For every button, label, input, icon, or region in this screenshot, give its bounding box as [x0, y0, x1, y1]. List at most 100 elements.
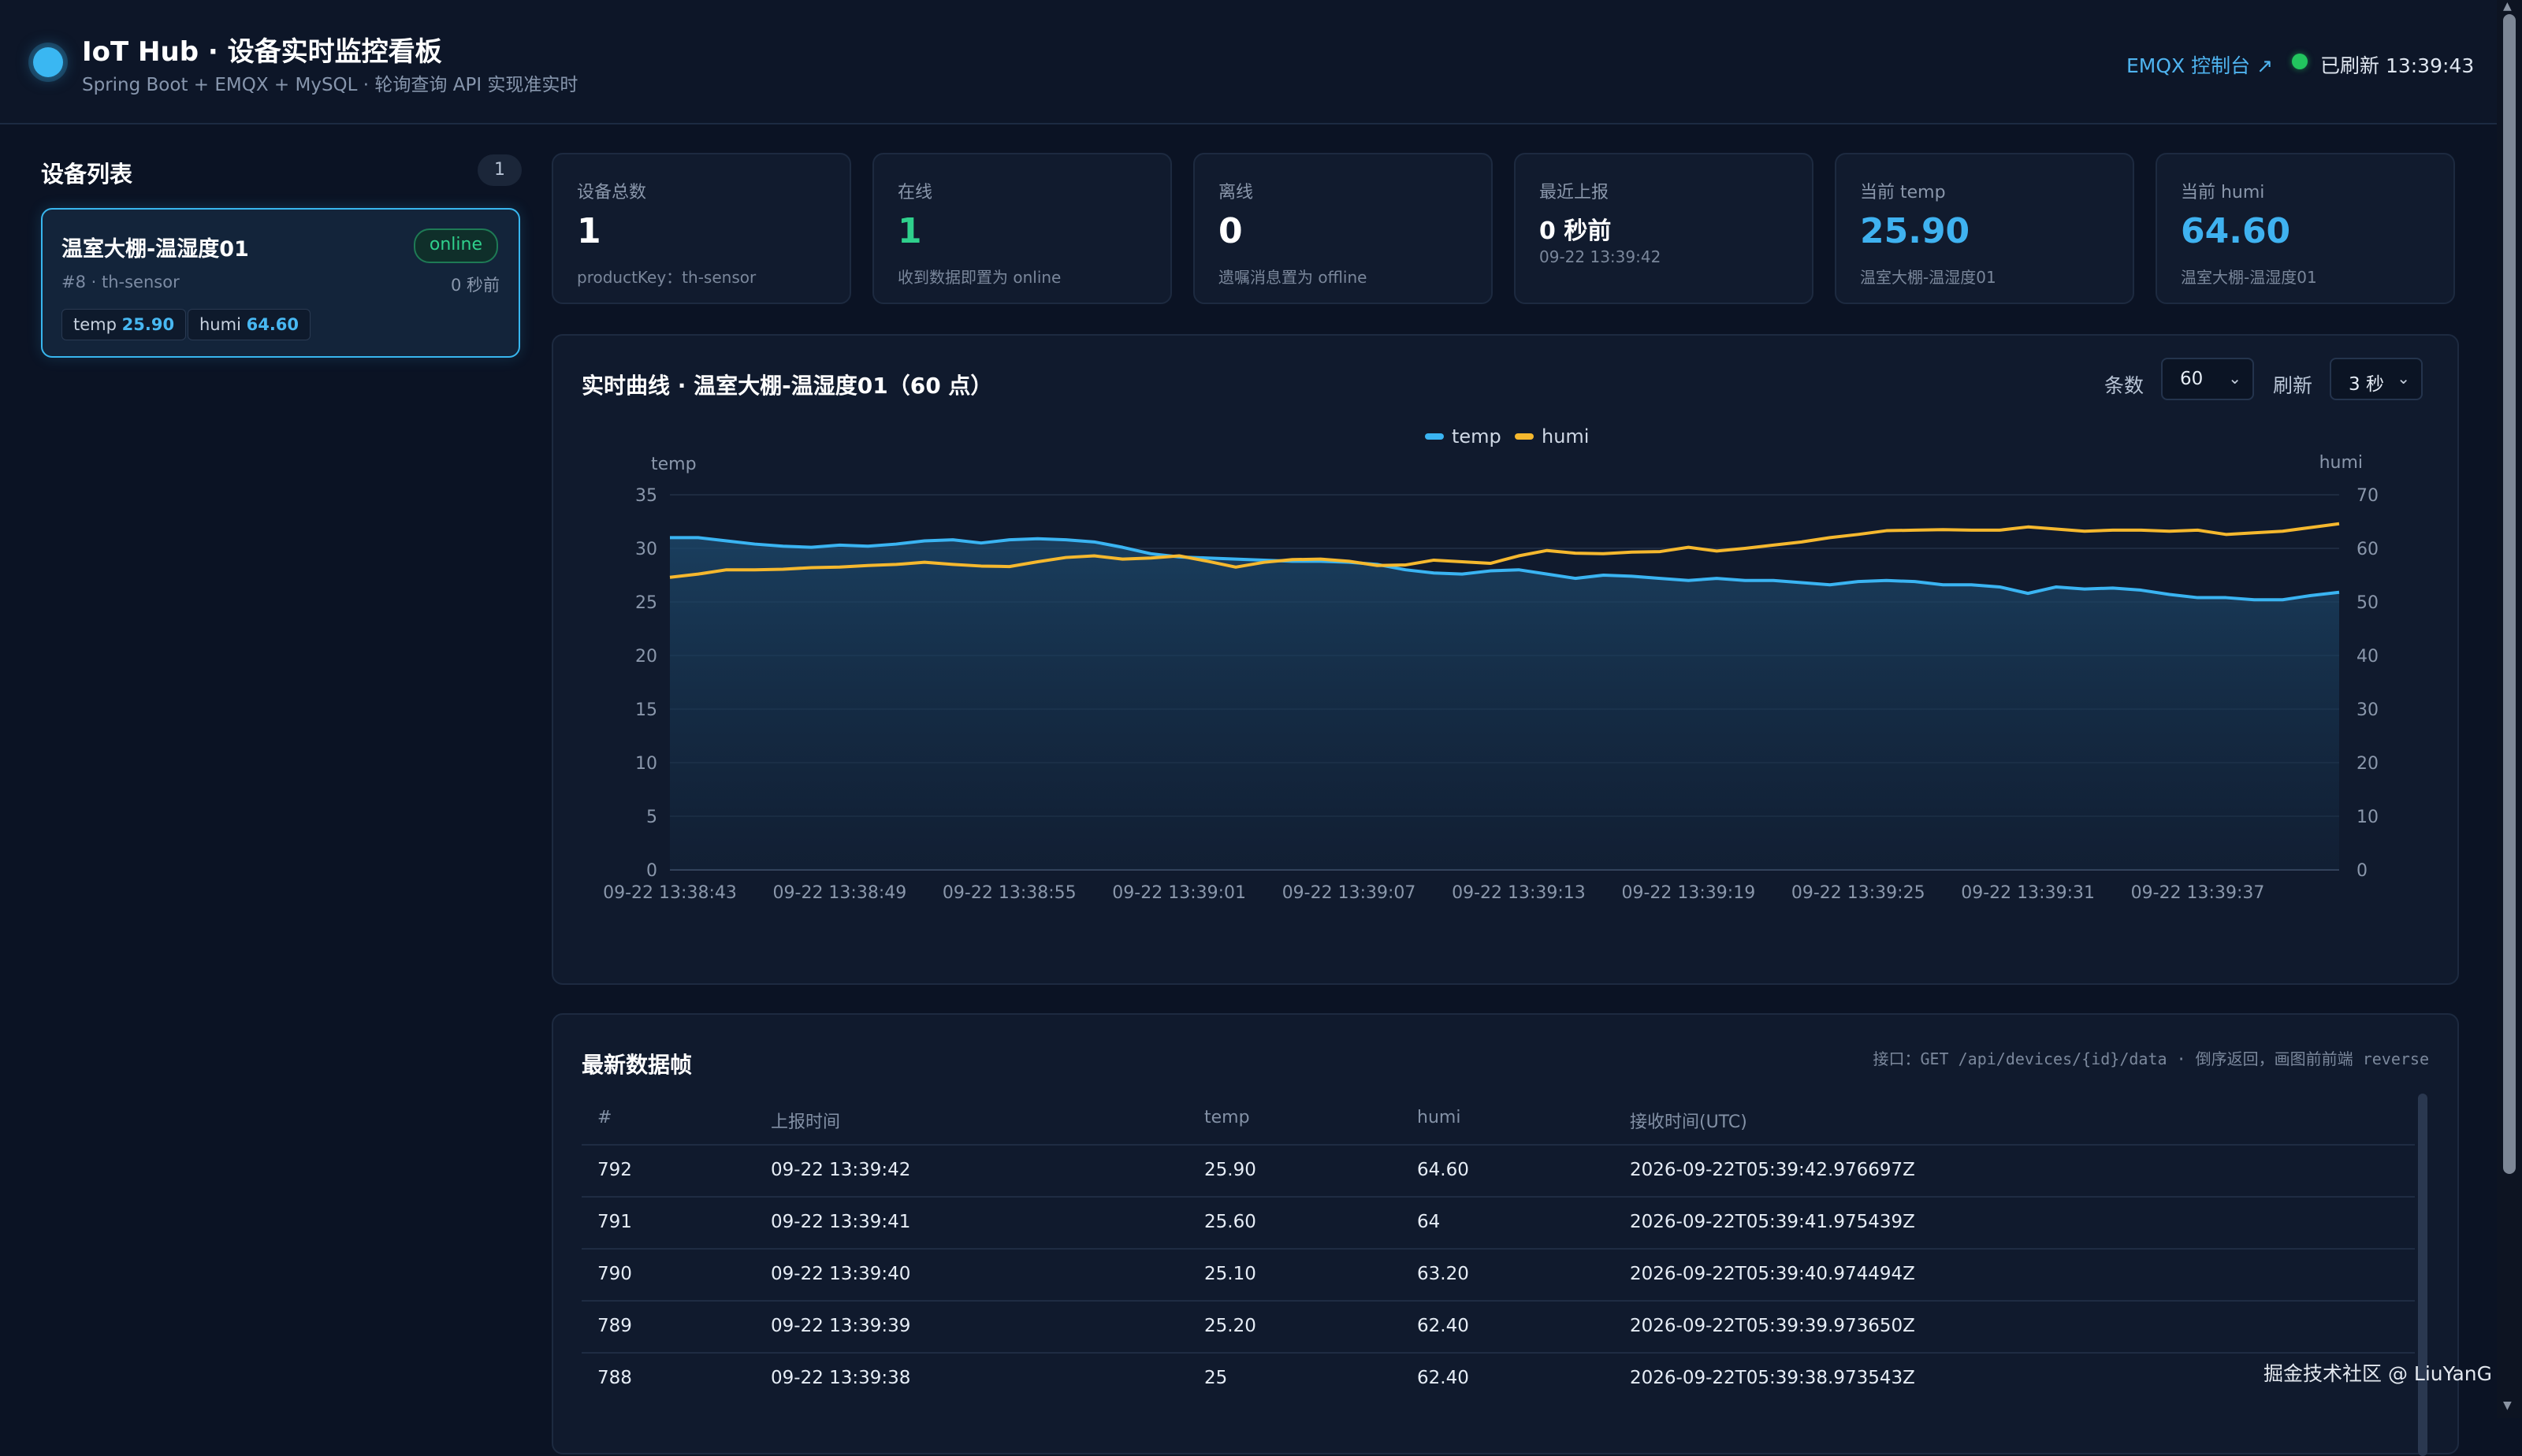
stat-sub: 09-22 13:39:42: [1539, 247, 1661, 266]
x-tick-label: 09-22 13:39:13: [1452, 883, 1586, 903]
refresh-status-text: 已刷新 13:39:43: [2320, 54, 2475, 77]
device-meta: #8 · th-sensor: [61, 273, 180, 292]
stat-label: 当前 temp: [1860, 183, 1946, 202]
app-subtitle: Spring Boot + EMQX + MySQL · 轮询查询 API 实现…: [82, 75, 578, 95]
y-left-tick-label: 25: [635, 593, 657, 613]
y-right-tick-label: 10: [2356, 808, 2379, 827]
legend-humi-label: humi: [1542, 425, 1589, 448]
x-tick-label: 09-22 13:38:49: [773, 883, 907, 903]
cell-recv: 2026-09-22T05:39:38.973543Z: [1630, 1368, 1915, 1388]
stat-value: 0 秒前: [1539, 217, 1612, 245]
count-select[interactable]: 60 ⌄: [2161, 358, 2254, 400]
stat-label: 最近上报: [1539, 183, 1609, 202]
device-last-seen: 0 秒前: [450, 276, 500, 295]
status-logo-icon: [33, 47, 63, 77]
col-header-report-time: 上报时间: [771, 1112, 841, 1132]
cell-temp: 25.60: [1204, 1212, 1256, 1232]
device-name: 温室大棚-温湿度01: [61, 237, 249, 262]
y-right-tick-label: 70: [2356, 486, 2379, 506]
stat-value: 64.60: [2181, 211, 2291, 251]
x-tick-label: 09-22 13:39:01: [1112, 883, 1246, 903]
chart-title: 实时曲线 · 温室大棚-温湿度01（60 点）: [582, 373, 993, 399]
cell-humi: 64.60: [1417, 1160, 1469, 1180]
table-row: 792 09-22 13:39:42 25.90 64.60 2026-09-2…: [582, 1144, 2415, 1198]
cell-time: 09-22 13:39:40: [771, 1264, 911, 1284]
cell-humi: 63.20: [1417, 1264, 1469, 1284]
refresh-label: 刷新: [2273, 374, 2313, 397]
stat-label: 离线: [1218, 183, 1254, 202]
stat-sub: 收到数据即置为 online: [898, 268, 1062, 287]
y-left-tick-label: 20: [635, 647, 657, 667]
cell-humi: 62.40: [1417, 1316, 1469, 1336]
stat-online: 在线 1 收到数据即置为 online: [872, 153, 1172, 304]
y-left-tick-label: 35: [635, 486, 657, 506]
stat-sub: 温室大棚-温湿度01: [1860, 268, 1996, 287]
cell-time: 09-22 13:39:42: [771, 1160, 911, 1180]
emqx-console-link[interactable]: EMQX 控制台 ↗: [2126, 54, 2274, 77]
y-right-tick-label: 50: [2356, 593, 2379, 613]
api-hint: 接口：GET /api/devices/{id}/data · 倒序返回，画图前…: [1873, 1049, 2429, 1068]
page-scrollbar-thumb[interactable]: [2503, 14, 2516, 1174]
x-tick-label: 09-22 13:39:19: [1621, 883, 1755, 903]
scroll-down-arrow-icon[interactable]: ▼: [2503, 1399, 2512, 1412]
device-temp-chip: temp 25.90: [61, 309, 187, 340]
chip-temp-label: temp: [73, 315, 117, 334]
x-tick-label: 09-22 13:38:43: [603, 883, 737, 903]
table-scrollbar[interactable]: [2418, 1094, 2427, 1456]
stat-current-humi: 当前 humi 64.60 温室大棚-温湿度01: [2156, 153, 2455, 304]
y-right-tick-label: 30: [2356, 700, 2379, 720]
cell-id: 788: [597, 1368, 632, 1388]
page-scrollbar[interactable]: ▲ ▼: [2497, 0, 2522, 1418]
temp-series-line: [670, 536, 2340, 602]
refresh-status-dot-icon: [2292, 54, 2308, 69]
col-header-recv-time: 接收时间(UTC): [1630, 1112, 1747, 1132]
stat-total-devices: 设备总数 1 productKey：th-sensor: [552, 153, 851, 304]
top-header: IoT Hub · 设备实时监控看板 Spring Boot + EMQX + …: [0, 0, 2522, 124]
y-left-tick-label: 15: [635, 700, 657, 720]
stat-last-report: 最近上报 0 秒前 09-22 13:39:42: [1514, 153, 1813, 304]
cell-id: 790: [597, 1264, 632, 1284]
refresh-interval-select[interactable]: 3 秒 ⌄: [2330, 358, 2423, 400]
cell-temp: 25.90: [1204, 1160, 1256, 1180]
device-status-badge: online: [413, 228, 498, 263]
y-right-tick-label: 0: [2356, 861, 2368, 881]
stat-value: 0: [1218, 211, 1243, 251]
x-tick-label: 09-22 13:39:37: [2131, 883, 2265, 903]
cell-temp: 25.20: [1204, 1316, 1256, 1336]
stat-label: 在线: [898, 183, 933, 202]
cell-recv: 2026-09-22T05:39:39.973650Z: [1630, 1316, 1915, 1336]
temp-area-fill: [670, 537, 2339, 870]
col-header-temp: temp: [1204, 1108, 1250, 1127]
stat-label: 当前 humi: [2181, 183, 2265, 202]
count-select-value: 60: [2180, 369, 2204, 389]
stat-offline: 离线 0 遗嘱消息置为 offline: [1193, 153, 1493, 304]
y-left-tick-label: 0: [646, 861, 657, 881]
cell-time: 09-22 13:39:39: [771, 1316, 911, 1336]
line-chart: 0 5 10 15 20 25 30 35 0 10 20 30 40 50 60 70 temp humi 09-…: [603, 425, 2379, 903]
count-label: 条数: [2104, 374, 2144, 397]
y-left-axis-label: temp: [651, 455, 697, 474]
cell-id: 789: [597, 1316, 632, 1336]
cell-temp: 25: [1204, 1368, 1228, 1388]
cell-id: 791: [597, 1212, 632, 1232]
device-card[interactable]: 温室大棚-温湿度01 online #8 · th-sensor 0 秒前 te…: [41, 208, 520, 358]
table-title: 最新数据帧: [582, 1052, 693, 1078]
device-humi-chip: humi 64.60: [188, 309, 311, 340]
x-tick-label: 09-22 13:39:31: [1961, 883, 2095, 903]
legend-humi-swatch: [1515, 433, 1534, 440]
cell-humi: 64: [1417, 1212, 1441, 1232]
y-left-tick-label: 10: [635, 754, 657, 774]
stat-sub: productKey：th-sensor: [577, 268, 757, 287]
stat-sub: 遗嘱消息置为 offline: [1218, 268, 1367, 287]
table-row: 789 09-22 13:39:39 25.20 62.40 2026-09-2…: [582, 1300, 2415, 1354]
chevron-down-icon: ⌄: [2397, 369, 2410, 388]
refresh-select-value: 3 秒: [2349, 374, 2384, 395]
y-left-tick-label: 30: [635, 540, 657, 559]
x-tick-label: 09-22 13:39:07: [1282, 883, 1416, 903]
scroll-up-arrow-icon[interactable]: ▲: [2503, 0, 2512, 13]
device-list-title: 设备列表: [41, 161, 133, 188]
chip-humi-value: 64.60: [246, 315, 299, 334]
chevron-down-icon: ⌄: [2228, 369, 2241, 388]
stat-value: 1: [577, 211, 601, 251]
table-row: 788 09-22 13:39:38 25 62.40 2026-09-22T0…: [582, 1352, 2415, 1406]
